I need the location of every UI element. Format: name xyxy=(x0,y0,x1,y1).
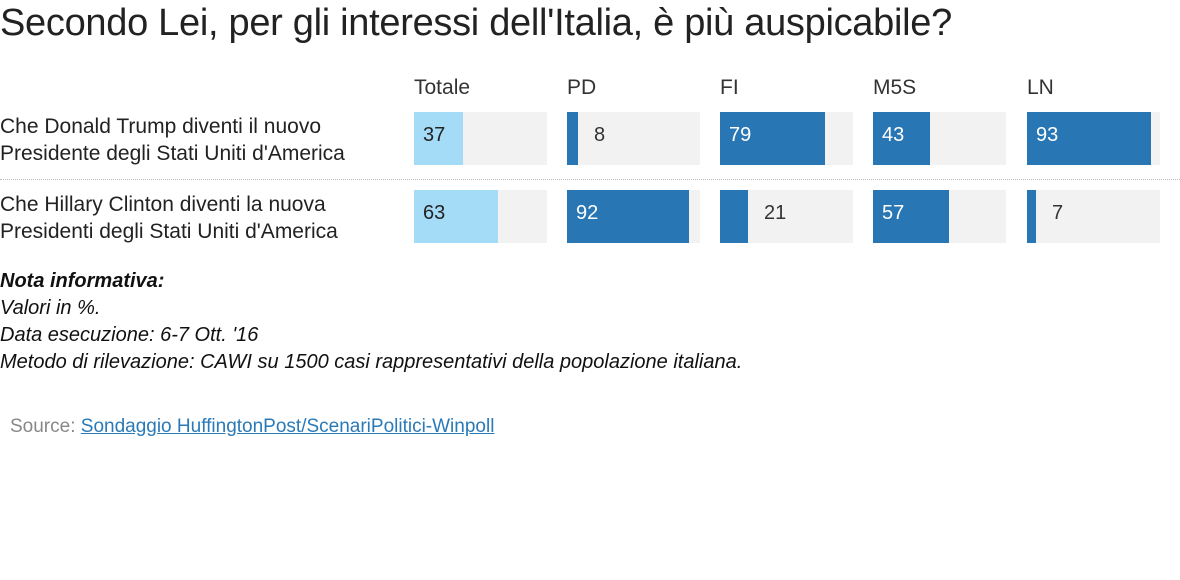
bar-m5s xyxy=(873,112,930,165)
bar-value-label: 43 xyxy=(882,124,905,146)
row-label-clinton: Che Hillary Clinton diventi la nuova Pre… xyxy=(0,191,410,245)
column-header-m5s: M5S xyxy=(873,76,917,99)
bar-track: 21 xyxy=(720,190,853,243)
column-header-pd: PD xyxy=(567,76,597,99)
bar-value-label: 21 xyxy=(764,202,787,224)
bar-ln xyxy=(1027,190,1036,243)
bar-track: 43 xyxy=(873,112,1006,165)
bar-value-label: 37 xyxy=(423,124,446,146)
bar-pd xyxy=(567,190,689,243)
row-label-line: Presidenti degli Stati Uniti d'America xyxy=(0,220,338,243)
bar-fi xyxy=(720,190,748,243)
source-prefix: Source: xyxy=(10,416,81,437)
bar-track: 57 xyxy=(873,190,1006,243)
row-label-line: Presidente degli Stati Uniti d'America xyxy=(0,142,345,165)
bar-track: 79 xyxy=(720,112,853,165)
bar-track: 7 xyxy=(1027,190,1160,243)
note-line: Data esecuzione: 6-7 Ott. '16 xyxy=(0,324,259,346)
bar-fi xyxy=(720,112,825,165)
bar-value-label: 57 xyxy=(882,202,905,224)
bar-totale xyxy=(414,112,463,165)
row-label-line: Che Hillary Clinton diventi la nuova xyxy=(0,193,326,216)
bar-track: 63 xyxy=(414,190,547,243)
bar-track: 37 xyxy=(414,112,547,165)
bar-ln xyxy=(1027,112,1151,165)
bar-m5s xyxy=(873,190,949,243)
bar-track: 93 xyxy=(1027,112,1160,165)
row-label-trump: Che Donald Trump diventi il nuovo Presid… xyxy=(0,113,410,167)
chart-title: Secondo Lei, per gli interessi dell'Ital… xyxy=(0,2,952,44)
note-line: Valori in %. xyxy=(0,297,101,319)
bar-track: 92 xyxy=(567,190,700,243)
column-header-fi: FI xyxy=(720,76,739,99)
bar-track: 8 xyxy=(567,112,700,165)
bar-value-label: 8 xyxy=(594,124,606,146)
bar-value-label: 7 xyxy=(1052,202,1064,224)
source-link[interactable]: Sondaggio HuffingtonPost/ScenariPolitici… xyxy=(80,416,495,437)
bar-value-label: 79 xyxy=(729,124,752,146)
column-header-ln: LN xyxy=(1027,76,1054,99)
row-divider xyxy=(0,179,1180,180)
bar-pd xyxy=(567,112,578,165)
note-heading: Nota informativa: xyxy=(0,270,165,292)
bar-totale xyxy=(414,190,498,243)
row-label-line: Che Donald Trump diventi il nuovo xyxy=(0,115,322,138)
bar-value-label: 63 xyxy=(423,202,446,224)
column-header-totale: Totale xyxy=(414,76,471,99)
methodology-note: Nota informativa: Valori in %. Data esec… xyxy=(0,268,742,376)
bar-value-label: 93 xyxy=(1036,124,1059,146)
bar-value-label: 92 xyxy=(576,202,599,224)
note-line: Metodo di rilevazione: CAWI su 1500 casi… xyxy=(0,351,743,373)
source-credit: Source: Sondaggio HuffingtonPost/Scenari… xyxy=(10,416,494,438)
